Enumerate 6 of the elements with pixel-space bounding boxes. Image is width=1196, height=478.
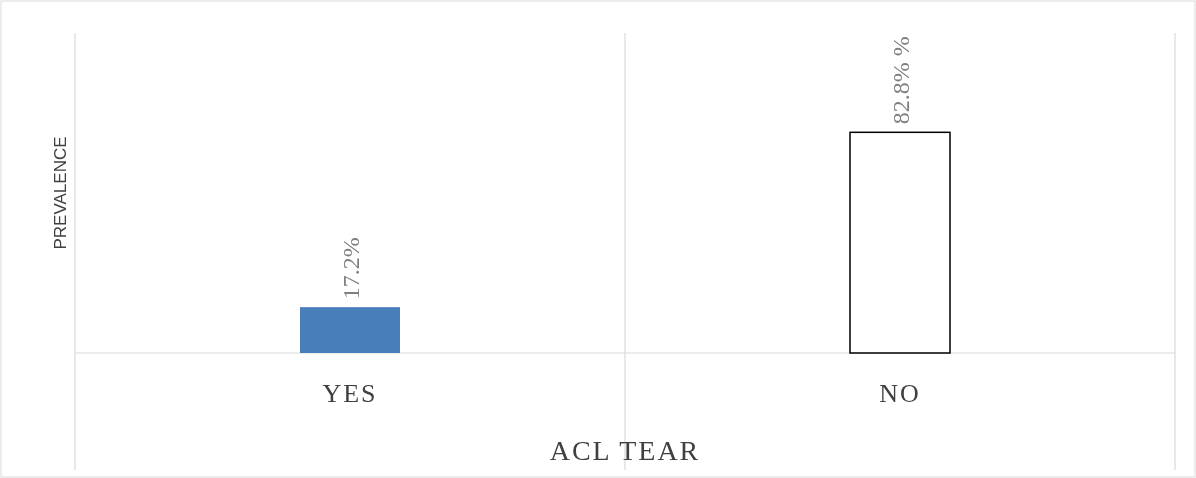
x-axis-title: ACL TEAR <box>549 435 701 466</box>
y-axis-title: PREVALENCE <box>51 136 70 250</box>
data-label: 17.2% <box>338 237 364 300</box>
data-label: 82.8% % <box>888 36 914 125</box>
x-tick-label: YES <box>322 379 378 408</box>
x-tick-label: NO <box>879 379 921 408</box>
